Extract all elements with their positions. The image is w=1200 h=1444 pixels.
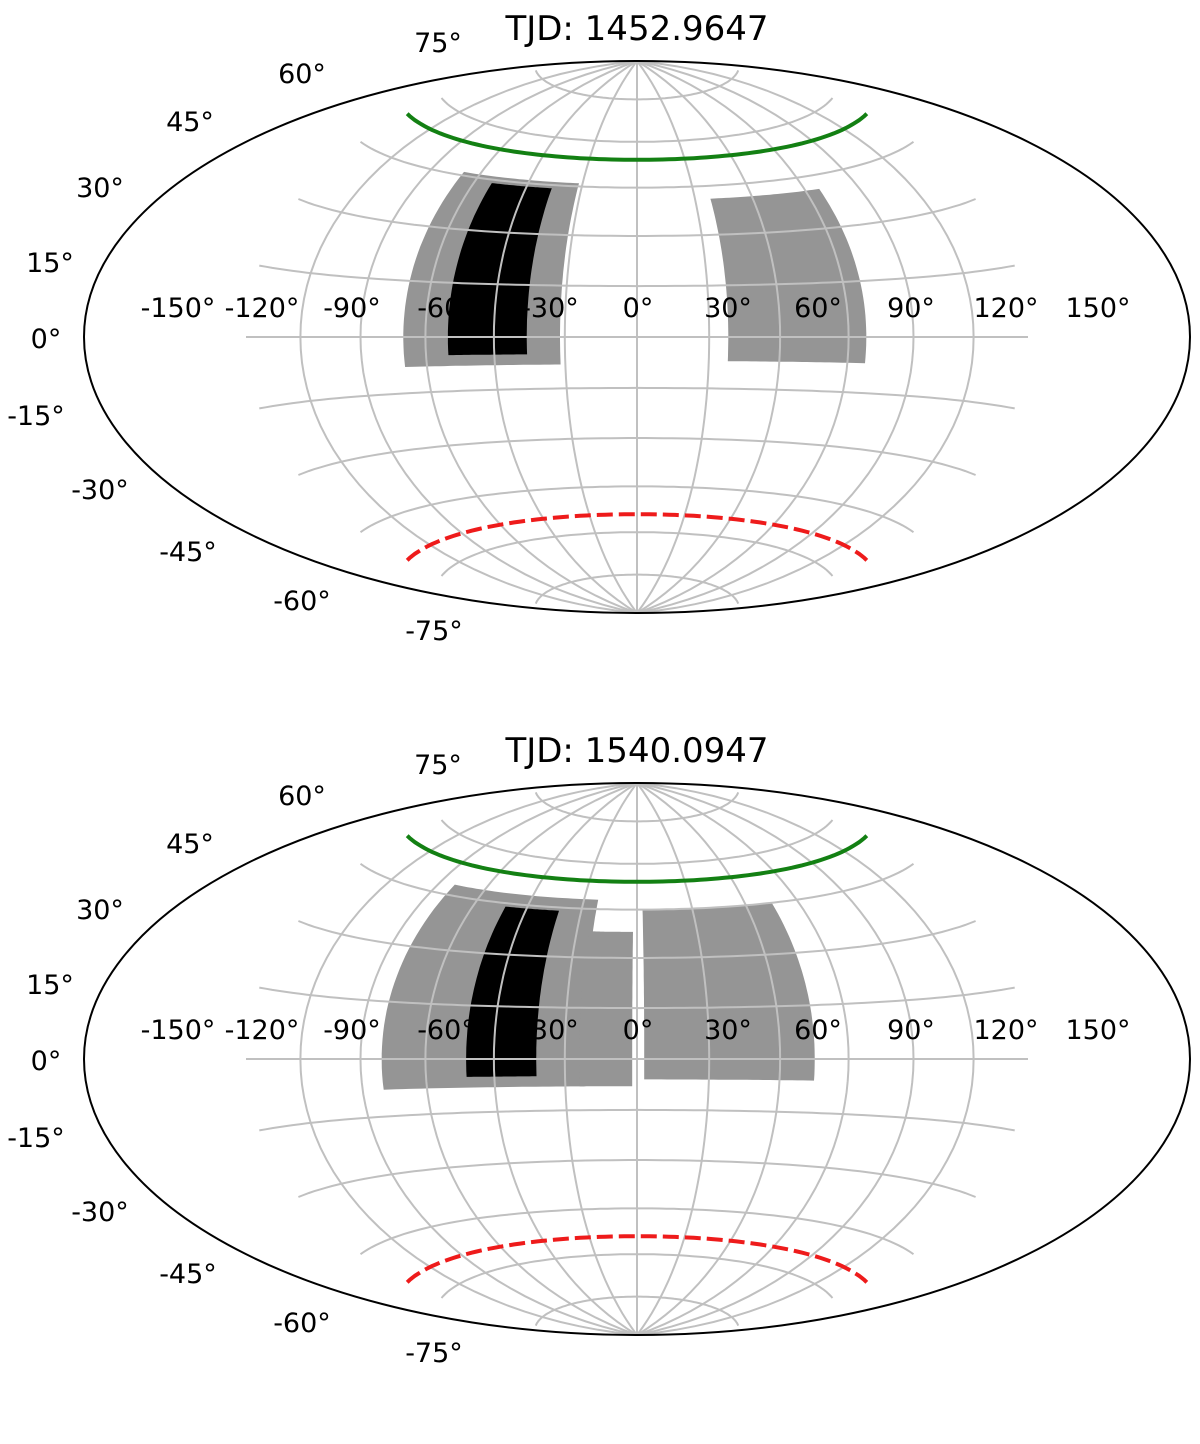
longitude-tick-label: 90°	[887, 293, 935, 324]
longitude-tick-label: -120°	[225, 293, 300, 324]
longitude-tick-label: 0°	[623, 293, 654, 324]
latitude-tick-label: 45°	[166, 829, 214, 860]
north-boundary-line	[405, 834, 869, 884]
latitude-tick-label: 0°	[31, 1046, 62, 1077]
latitude-tick-label: 60°	[278, 781, 326, 812]
longitude-tick-labels: -150° -120° -90° -60° -30° 0° 30° 60° 90° 120° 150…	[141, 1015, 1131, 1046]
longitude-tick-label: 60°	[794, 293, 842, 324]
projection-outline	[83, 60, 1191, 614]
coverage-region	[642, 902, 815, 1081]
north-boundary-line	[405, 112, 869, 162]
parallel-line	[259, 264, 1015, 288]
parallel-line	[359, 862, 915, 911]
latitude-tick-label: 0°	[31, 324, 62, 355]
parallel-line	[259, 386, 1015, 410]
sky-map-top: -150° -120° -90° -60° -30° 0° 30° 60° 90° 120° 150…	[7, 9, 1191, 647]
parallel-line	[440, 97, 834, 143]
longitude-tick-label: 30°	[704, 293, 752, 324]
longitude-tick-label: -150°	[141, 1015, 216, 1046]
longitude-tick-label: 60°	[794, 1015, 842, 1046]
latitude-tick-labels: -75° -60° -45° -30° -15° 0° 15° 30° 45° 60° 75°	[7, 28, 463, 647]
panel-title: TJD: 1452.9647	[504, 9, 768, 49]
parallel-line	[534, 1295, 740, 1326]
map-panel-top: -150° -120° -90° -60° -30° 0° 30° 60° 90° 120° 150…	[7, 9, 1191, 647]
longitude-tick-label: -90°	[323, 293, 381, 324]
parallel-line	[534, 70, 740, 101]
latitude-tick-label: 75°	[414, 28, 462, 59]
longitude-tick-labels: -150° -120° -90° -60° -30° 0° 30° 60° 90° 120° 150…	[141, 293, 1131, 324]
latitude-tick-label: 15°	[26, 970, 74, 1001]
parallel-line	[298, 437, 976, 476]
parallel-line	[298, 198, 976, 237]
latitude-tick-label: -60°	[273, 586, 331, 617]
latitude-tick-label: -45°	[159, 1259, 217, 1290]
longitude-tick-label: 90°	[887, 1015, 935, 1046]
parallel-line	[440, 1253, 834, 1299]
graticule	[246, 60, 1028, 614]
longitude-tick-label: -60°	[417, 1015, 475, 1046]
latitude-tick-label: -45°	[159, 537, 217, 568]
boundaries-layer	[405, 834, 869, 1284]
map-panel-bottom: -150° -120° -90° -60° -30° 0° 30° 60° 90° 120° 150…	[0, 722, 1200, 1444]
latitude-tick-label: -75°	[405, 1338, 463, 1369]
panel-title: TJD: 1540.0947	[504, 731, 768, 771]
sky-map-bottom: -150° -120° -90° -60° -30° 0° 30° 60° 90° 120° 150…	[7, 731, 1191, 1369]
longitude-tick-label: -30°	[521, 293, 579, 324]
latitude-tick-label: -60°	[273, 1308, 331, 1339]
latitude-tick-label: 75°	[414, 750, 462, 781]
latitude-tick-label: 30°	[76, 895, 124, 926]
latitude-tick-label: 45°	[166, 107, 214, 138]
latitude-tick-label: 15°	[26, 248, 74, 279]
longitude-tick-label: 120°	[973, 293, 1038, 324]
parallel-line	[359, 140, 915, 189]
latitude-tick-labels: -75° -60° -45° -30° -15° 0° 15° 30° 45° 60° 75°	[7, 750, 463, 1369]
latitude-tick-label: 60°	[278, 59, 326, 90]
longitude-tick-label: 0°	[623, 1015, 654, 1046]
parallel-line	[298, 920, 976, 959]
parallel-line	[359, 1207, 915, 1256]
latitude-tick-label: -15°	[7, 401, 65, 432]
parallel-line	[534, 573, 740, 604]
longitude-tick-label: -120°	[225, 1015, 300, 1046]
parallel-line	[440, 819, 834, 865]
graticule	[246, 782, 1028, 1336]
parallel-line	[359, 485, 915, 534]
longitude-tick-label: 120°	[973, 1015, 1038, 1046]
parallel-line	[534, 792, 740, 823]
longitude-tick-label: -30°	[521, 1015, 579, 1046]
parallel-line	[259, 1108, 1015, 1132]
longitude-tick-label: -90°	[323, 1015, 381, 1046]
latitude-tick-label: -30°	[71, 475, 129, 506]
latitude-tick-label: -15°	[7, 1123, 65, 1154]
longitude-tick-label: 30°	[704, 1015, 752, 1046]
latitude-tick-label: 30°	[76, 173, 124, 204]
longitude-tick-label: 150°	[1065, 1015, 1130, 1046]
longitude-tick-label: -150°	[141, 293, 216, 324]
latitude-tick-label: -75°	[405, 616, 463, 647]
parallel-line	[298, 1159, 976, 1198]
latitude-tick-label: -30°	[71, 1197, 129, 1228]
parallel-line	[259, 986, 1015, 1010]
parallel-line	[440, 531, 834, 577]
projection-outline	[83, 782, 1191, 1336]
boundaries-layer	[405, 112, 869, 562]
longitude-tick-label: -60°	[417, 293, 475, 324]
selected-region	[466, 906, 559, 1077]
longitude-tick-label: 150°	[1065, 293, 1130, 324]
